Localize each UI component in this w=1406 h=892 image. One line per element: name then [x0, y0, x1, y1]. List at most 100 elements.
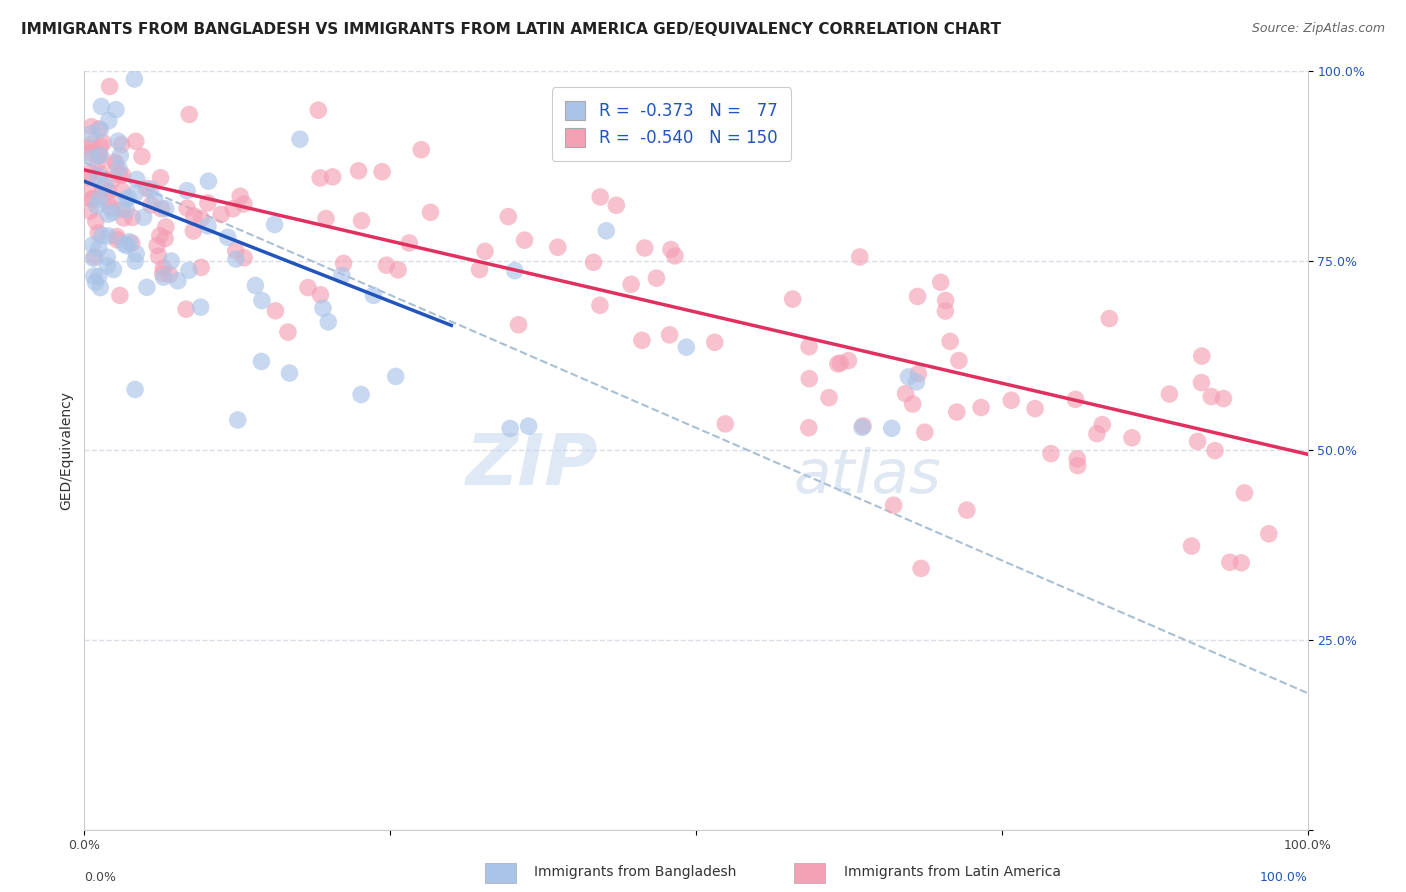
Point: [513, 233, 536, 247]
Point: [371, 165, 394, 179]
Point: [91, 182, 114, 196]
Point: [84, 276, 107, 290]
Point: [97, 194, 120, 209]
Point: [146, 238, 169, 252]
Point: [589, 190, 612, 204]
Point: [589, 298, 612, 312]
Point: [217, 230, 239, 244]
Point: [103, 262, 125, 277]
Point: [384, 369, 406, 384]
Point: [645, 271, 668, 285]
Point: [315, 211, 337, 226]
Point: [1067, 458, 1090, 473]
Point: [84, 214, 107, 228]
Point: [307, 103, 329, 118]
Point: [110, 149, 132, 163]
Point: [782, 292, 804, 306]
Point: [1091, 417, 1114, 432]
Text: 100.0%: 100.0%: [1260, 871, 1308, 884]
Point: [1187, 434, 1209, 449]
Point: [278, 366, 301, 380]
Point: [375, 258, 398, 272]
Point: [1230, 556, 1253, 570]
Point: [503, 263, 526, 277]
Point: [595, 224, 617, 238]
Point: [914, 425, 936, 440]
Point: [110, 137, 132, 152]
Point: [934, 304, 956, 318]
Text: Source: ZipAtlas.com: Source: ZipAtlas.com: [1251, 22, 1385, 36]
Point: [97, 113, 120, 128]
Point: [830, 356, 852, 370]
Point: [176, 184, 198, 198]
Point: [155, 202, 177, 216]
Point: [104, 103, 127, 117]
Point: [80, 137, 103, 152]
Point: [1159, 387, 1181, 401]
Point: [77, 141, 100, 155]
Point: [124, 72, 146, 87]
Point: [837, 353, 859, 368]
Point: [87, 149, 110, 163]
Point: [107, 134, 129, 148]
Point: [907, 367, 929, 381]
Point: [363, 288, 385, 302]
Point: [79, 166, 101, 180]
Point: [174, 302, 197, 317]
Point: [115, 202, 138, 217]
Point: [111, 184, 134, 198]
Point: [894, 386, 917, 401]
Point: [929, 275, 952, 289]
Point: [82, 238, 104, 252]
Point: [1085, 426, 1108, 441]
Point: [190, 260, 212, 275]
Point: [309, 287, 332, 301]
Point: [582, 255, 605, 269]
Point: [105, 233, 128, 247]
Point: [332, 256, 354, 270]
Point: [852, 418, 875, 433]
Point: [209, 207, 232, 221]
Point: [330, 268, 353, 283]
Point: [851, 420, 873, 434]
Point: [86, 199, 108, 213]
Point: [89, 192, 111, 206]
Point: [1219, 555, 1241, 569]
Point: [83, 269, 105, 284]
Text: Immigrants from Latin America: Immigrants from Latin America: [844, 865, 1060, 880]
Point: [135, 280, 157, 294]
Point: [115, 238, 138, 252]
Point: [150, 202, 173, 216]
Point: [132, 211, 155, 225]
Point: [263, 218, 285, 232]
Point: [183, 209, 205, 223]
Point: [190, 211, 212, 226]
Point: [1180, 539, 1202, 553]
Point: [121, 236, 143, 251]
Point: [1064, 392, 1087, 407]
Point: [91, 136, 114, 150]
Point: [508, 318, 530, 332]
Point: [631, 334, 654, 348]
Point: [901, 397, 924, 411]
Point: [112, 237, 135, 252]
Point: [197, 174, 219, 188]
Point: [100, 201, 122, 215]
Point: [152, 260, 174, 275]
Point: [547, 240, 569, 254]
Point: [956, 503, 979, 517]
Point: [1121, 431, 1143, 445]
Point: [277, 325, 299, 339]
Text: 0.0%: 0.0%: [84, 871, 117, 884]
Point: [89, 147, 111, 161]
Point: [124, 254, 146, 268]
Point: [264, 303, 287, 318]
Point: [183, 224, 205, 238]
Point: [89, 122, 111, 136]
Point: [87, 241, 110, 255]
Point: [82, 192, 104, 206]
Point: [797, 340, 820, 354]
Point: [883, 498, 905, 512]
Point: [177, 263, 200, 277]
Point: [114, 192, 136, 206]
